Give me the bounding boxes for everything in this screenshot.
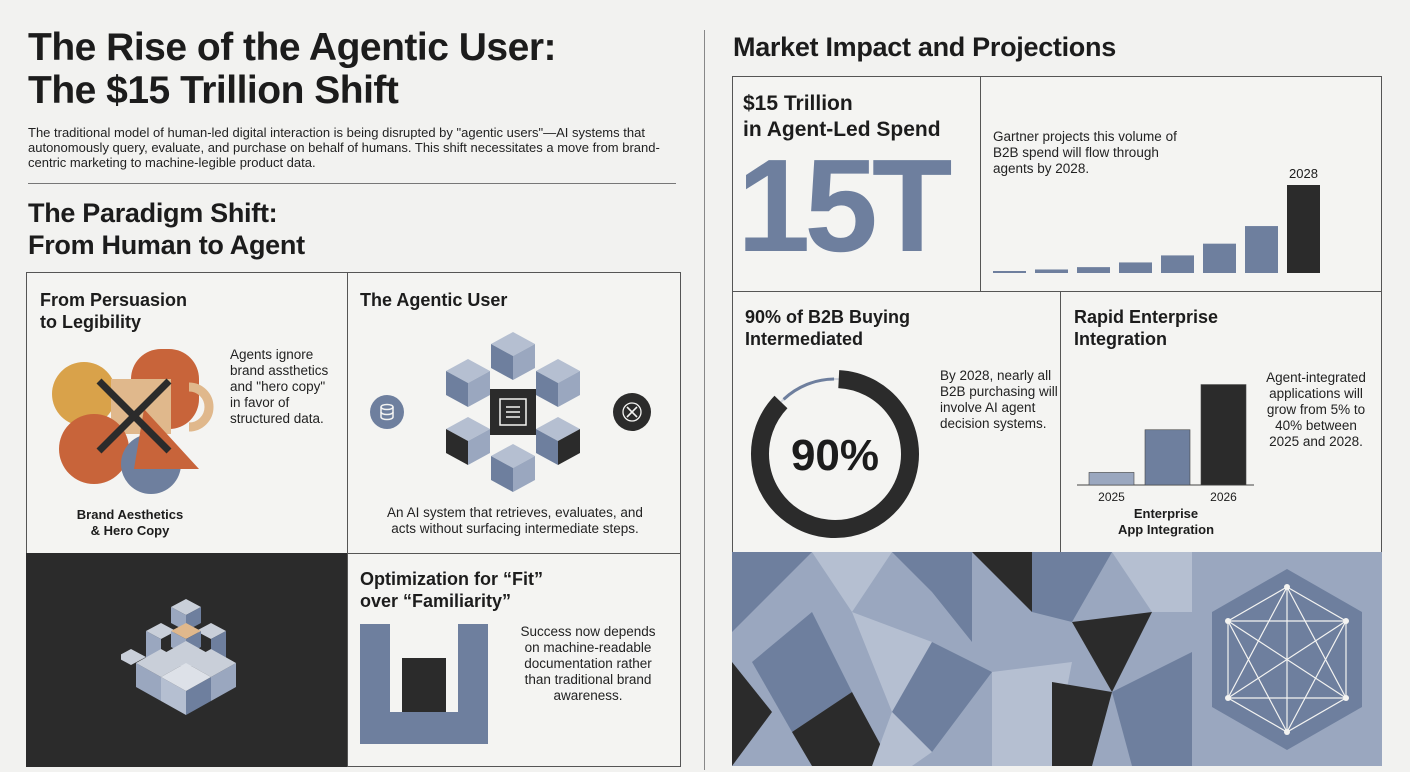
brand-shape-amber-circle <box>52 362 116 426</box>
persuasion-title-line2: to Legibility <box>40 312 141 332</box>
spend-bar <box>993 271 1026 273</box>
b2b-panel: 90% of B2B Buying Intermediated 90% By 2… <box>732 291 1061 553</box>
database-icon <box>370 395 404 429</box>
enterprise-bar <box>1144 429 1191 486</box>
optimization-title-line1: Optimization for “Fit” <box>360 569 543 589</box>
cube-left-lower <box>446 417 490 465</box>
enterprise-panel: Rapid Enterprise Integration 2025 2026 Ag… <box>1060 291 1382 553</box>
spend-bar <box>1287 185 1320 273</box>
stacked-blocks-icon <box>121 599 236 715</box>
spend-bar <box>1035 269 1068 273</box>
brand-aesthetics-illustration <box>52 349 214 494</box>
agentic-user-caption: An AI system that retrieves, evaluates, … <box>358 505 672 537</box>
spend-bar <box>1203 243 1236 273</box>
cross-line-2 <box>96 378 172 454</box>
agent-cube-cluster-icon <box>446 332 580 492</box>
spend-panel: $15 Trillion in Agent-Led Spend 15T <box>732 76 981 292</box>
enterprise-title: Rapid Enterprise Integration <box>1074 306 1218 350</box>
cube-right-upper <box>536 359 580 407</box>
enterprise-bar-chart: 2025 2026 <box>1077 384 1254 504</box>
brand-shape-handle <box>188 382 214 432</box>
fit-slot-icon <box>360 624 488 744</box>
enterprise-bar <box>1200 384 1247 486</box>
persuasion-caption-line1: Brand Aesthetics <box>76 507 184 522</box>
b2b-text: By 2028, nearly all B2B purchasing will … <box>940 368 1058 431</box>
optimization-title: Optimization for “Fit” over “Familiarity… <box>360 568 543 612</box>
enterprise-title-line2: Integration <box>1074 329 1167 349</box>
page-title-line1: The Rise of the Agentic User: <box>28 26 556 69</box>
spend-text: Gartner projects this volume of B2B spen… <box>993 129 1177 176</box>
intro-text: The traditional model of human-led digit… <box>28 125 660 170</box>
enterprise-bar <box>1088 472 1135 486</box>
enterprise-caption-line1: Enterprise <box>1133 506 1199 521</box>
column-divider <box>704 30 705 770</box>
spend-bar <box>1119 262 1152 273</box>
spend-bar <box>1161 255 1194 273</box>
optimization-text: Success now depends on machine-readable … <box>520 624 656 703</box>
agentic-user-title: The Agentic User <box>360 290 508 310</box>
paradigm-heading: The Paradigm Shift: From Human to Agent <box>28 197 628 261</box>
optimization-panel: Optimization for “Fit” over “Familiarity… <box>347 553 681 767</box>
page-title: The Rise of the Agentic User: The $15 Tr… <box>28 26 678 112</box>
geometric-pattern-panel <box>732 552 1382 766</box>
enterprise-caption-line2: App Integration <box>1117 522 1215 537</box>
spend-bar <box>1245 226 1278 273</box>
cube-bottom <box>491 444 535 492</box>
blocks-illustration-panel <box>26 553 348 767</box>
enterprise-tick-label: 2025 <box>1098 490 1125 504</box>
spend-bar <box>1077 267 1110 273</box>
paradigm-heading-line2: From Human to Agent <box>28 230 305 260</box>
close-icon <box>613 393 651 431</box>
agentic-user-caption-line2: acts without surfacing intermediate step… <box>391 521 639 536</box>
optimization-title-line2: over “Familiarity” <box>360 591 512 611</box>
donut-center-label: 90% <box>791 431 879 480</box>
spend-chart-panel: Gartner projects this volume of B2B spen… <box>980 76 1382 292</box>
spend-title-line2: in Agent-Led Spend <box>743 118 941 141</box>
b2b-title: 90% of B2B Buying Intermediated <box>745 306 910 350</box>
donut-slice-intermediated <box>751 370 919 538</box>
enterprise-caption: Enterprise App Integration <box>1061 506 1271 538</box>
paradigm-heading-line1: The Paradigm Shift: <box>28 198 278 228</box>
page-title-line2: The $15 Trillion Shift <box>28 69 399 112</box>
b2b-title-line2: Intermediated <box>745 329 864 349</box>
spend-bar-label: 2028 <box>1289 166 1318 181</box>
persuasion-title-line1: From Persuasion <box>40 290 188 310</box>
persuasion-panel: From Persuasion to Legibility Agents ign… <box>26 272 348 554</box>
cube-left-upper <box>446 359 490 407</box>
cube-right-lower <box>536 417 580 465</box>
persuasion-title: From Persuasion to Legibility <box>40 289 187 333</box>
donut-slice-other <box>782 377 835 401</box>
agentic-user-panel: The Agentic User An AI system that retri… <box>347 272 681 554</box>
spend-bar-chart: 2028 <box>993 166 1320 273</box>
persuasion-caption-line2: & Hero Copy <box>90 523 170 538</box>
brand-shape-triangle <box>134 409 199 469</box>
divider <box>28 183 676 184</box>
agentic-user-caption-line1: An AI system that retrieves, evaluates, … <box>387 505 643 520</box>
b2b-title-line1: 90% of B2B Buying <box>745 307 911 327</box>
cube-top <box>491 332 535 380</box>
enterprise-title-line1: Rapid Enterprise <box>1074 307 1219 327</box>
b2b-donut-chart: 90% <box>751 370 919 538</box>
spend-title-line1: $15 Trillion <box>743 92 853 115</box>
spend-big-number: 15T <box>737 132 952 279</box>
spend-title: $15 Trillion in Agent-Led Spend <box>743 91 941 143</box>
chip-icon-core <box>499 398 527 426</box>
persuasion-caption: Brand Aesthetics & Hero Copy <box>55 507 205 539</box>
enterprise-tick-label: 2026 <box>1210 490 1237 504</box>
network-hexagon-icon <box>1212 569 1362 750</box>
enterprise-text: Agent-integrated applications will grow … <box>1266 370 1366 449</box>
market-heading: Market Impact and Projections <box>733 32 1116 62</box>
brand-shape-orange-circle <box>59 414 129 484</box>
persuasion-text: Agents ignore brand assthetics and "hero… <box>230 347 329 426</box>
